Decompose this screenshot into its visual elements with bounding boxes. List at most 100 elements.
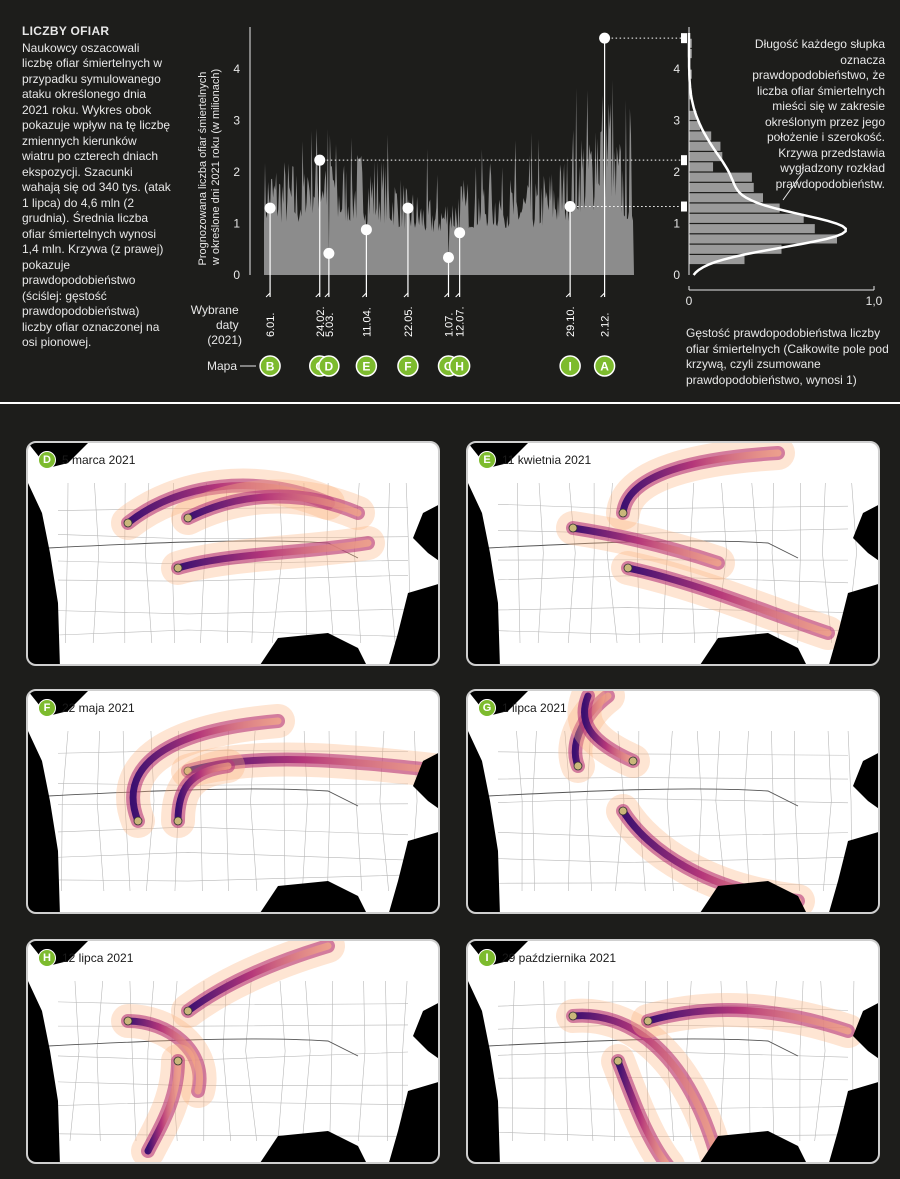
silo-field-marker xyxy=(573,761,583,771)
plume-group xyxy=(556,443,845,650)
map-badge-letter: I xyxy=(568,360,571,374)
date-label: 2.12. xyxy=(600,313,612,337)
map-title: D 5 marca 2021 xyxy=(38,451,135,469)
histogram-bar xyxy=(689,110,697,120)
density-y-tick: 1 xyxy=(673,217,680,231)
map-badge xyxy=(397,355,419,377)
histogram-bar xyxy=(689,141,721,151)
map-title: H 12 lipca 2021 xyxy=(38,949,133,967)
silo-field-marker xyxy=(568,1011,578,1021)
map-badge-letter: A xyxy=(600,360,609,374)
date-label: 22.05. xyxy=(403,306,415,337)
marker-dot xyxy=(264,202,276,214)
histogram-bar xyxy=(689,193,763,203)
date-label: 11.04. xyxy=(361,307,373,337)
silo-field-marker xyxy=(628,756,638,766)
date-label: 5.03. xyxy=(324,313,336,337)
density-y-tick: 0 xyxy=(673,268,680,282)
date-tick xyxy=(403,292,409,298)
silo-field-marker xyxy=(643,1016,653,1026)
map-letter-badge: G xyxy=(478,699,496,717)
date-label: 24.02. xyxy=(315,306,327,337)
state-borders xyxy=(497,730,853,892)
silo-field-marker xyxy=(133,816,143,826)
map-date-title: 1 lipca 2021 xyxy=(502,701,567,715)
plume-group xyxy=(116,704,438,838)
map-date-title: 29 października 2021 xyxy=(502,951,617,965)
y-tick-label: 0 xyxy=(233,268,240,282)
map-canvas xyxy=(28,941,438,1162)
density-histogram: 0 1 2 3 4 0 1,0 xyxy=(673,27,883,308)
date-tick xyxy=(362,292,367,298)
date-label: 12.07. xyxy=(455,306,467,337)
map-badge-letter: G xyxy=(444,360,453,374)
density-y-tick: 2 xyxy=(673,165,680,179)
map-title: E 11 kwietnia 2021 xyxy=(478,451,591,469)
marker-dot xyxy=(454,227,466,239)
histogram-bar xyxy=(689,121,701,131)
intro-body: Naukowcy oszacowali liczbę ofiar śmierte… xyxy=(22,40,171,350)
map-badge-letter: H xyxy=(455,360,464,374)
date-tick xyxy=(315,292,321,298)
silo-field-marker xyxy=(123,1016,133,1026)
plume-group xyxy=(111,468,385,585)
marker-dot xyxy=(402,202,414,214)
y-tick-label: 1 xyxy=(233,217,240,231)
plume-map-e: E 11 kwietnia 2021 xyxy=(466,441,880,666)
plume-map-h: H 12 lipca 2021 xyxy=(26,939,440,1164)
silo-field-marker xyxy=(183,1006,193,1016)
y-axis-label: Prognozowana liczba ofiar śmiertelnych w… xyxy=(197,69,222,267)
map-letter-badge: D xyxy=(38,451,56,469)
section-divider xyxy=(0,402,900,404)
histogram-bar xyxy=(689,49,692,59)
map-letter-badge: F xyxy=(38,699,56,717)
map-canvas xyxy=(468,691,878,912)
map-badge-letter: E xyxy=(362,360,370,374)
map-badge xyxy=(355,355,378,377)
map-title: I 29 października 2021 xyxy=(478,949,616,967)
date-tick xyxy=(265,292,271,298)
annotation-pointer xyxy=(782,171,804,201)
plume-group xyxy=(558,691,815,912)
marker-dot xyxy=(360,224,372,236)
date-label: 29.10. xyxy=(565,306,577,337)
country-border xyxy=(47,788,359,807)
y-axis-label-line2: w określone dni 2021 roku (w milionach) xyxy=(210,69,222,266)
plume-group xyxy=(111,941,345,1162)
date-tick xyxy=(565,292,571,298)
histogram-bar xyxy=(689,203,780,213)
date-tick xyxy=(455,292,460,298)
dates-label-line1: Wybrane xyxy=(191,303,239,317)
ocean xyxy=(468,443,878,664)
silo-field-marker xyxy=(173,1056,183,1066)
silo-field-marker xyxy=(183,513,193,523)
silo-field-marker xyxy=(568,523,578,533)
date-label: 6.01. xyxy=(265,313,277,337)
plume-map-i: I 29 października 2021 xyxy=(466,939,880,1164)
dates-label: Wybrane daty (2021) xyxy=(191,303,242,347)
density-x-tick-label: 0 xyxy=(686,294,693,308)
map-canvas xyxy=(28,443,438,664)
map-badge xyxy=(448,355,471,377)
map-canvas xyxy=(468,941,878,1162)
histogram-bar xyxy=(689,162,714,172)
plume-map-g: G 1 lipca 2021 xyxy=(466,689,880,914)
map-badge xyxy=(259,355,281,377)
density-y-tick: 3 xyxy=(673,114,680,128)
silo-field-marker xyxy=(618,508,628,518)
map-letter-badge: I xyxy=(478,949,496,967)
date-tick xyxy=(444,292,449,298)
silo-field-marker xyxy=(173,563,183,573)
state-borders xyxy=(497,482,857,644)
connector-lines xyxy=(326,37,684,208)
country-border xyxy=(47,1038,359,1057)
histogram-annotation: Długość każdego słupka oznacza prawdopod… xyxy=(752,37,885,191)
map-badges: BCDEFGHIA xyxy=(259,355,616,377)
map-canvas xyxy=(468,443,878,664)
intro-text: LICZBY OFIAR Naukowcy oszacowali liczbę … xyxy=(22,24,172,351)
histogram-bar xyxy=(689,255,745,265)
map-badge-letter: D xyxy=(325,360,334,374)
ocean xyxy=(28,941,438,1162)
marker-dot xyxy=(599,32,611,44)
map-badge xyxy=(318,355,340,377)
